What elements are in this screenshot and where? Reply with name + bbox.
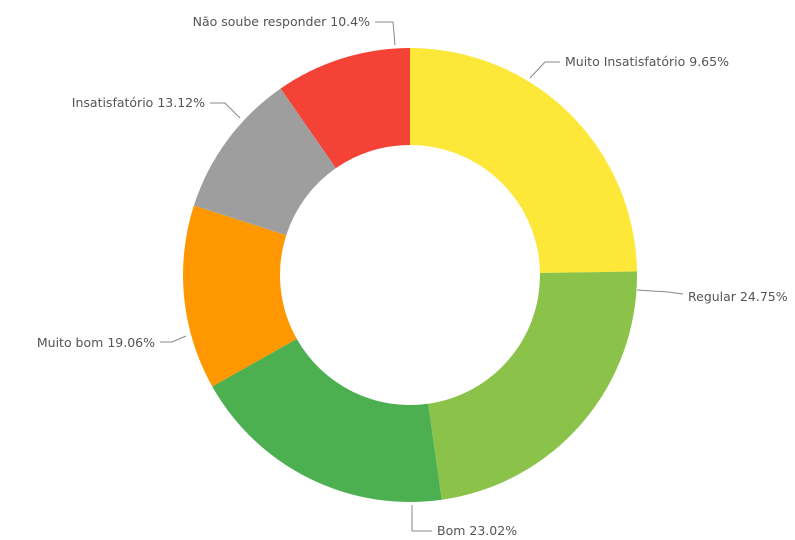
slice — [183, 205, 297, 387]
slice — [193, 88, 336, 236]
leader-line — [160, 335, 187, 343]
slice — [410, 48, 637, 273]
label-value: 13.12% — [157, 95, 205, 110]
label-category: Muito bom — [37, 335, 103, 350]
label-category: Muito Insatisfatório — [565, 54, 685, 69]
label-category: Não soube responder — [193, 14, 328, 29]
leader-line — [411, 505, 432, 532]
data-label: Insatisfatório 13.12% — [72, 95, 205, 110]
label-value: 10.4% — [330, 14, 370, 29]
slice — [280, 48, 410, 169]
slice — [428, 271, 637, 500]
data-label: Muito Insatisfatório 9.65% — [565, 54, 729, 69]
label-value: 9.65% — [689, 54, 729, 69]
label-category: Bom — [437, 523, 465, 538]
data-label: Bom 23.02% — [437, 523, 517, 538]
leader-line — [375, 21, 396, 46]
leader-line — [210, 102, 241, 119]
leader-line — [636, 289, 684, 295]
leader-line — [529, 61, 560, 79]
label-category: Regular — [688, 289, 737, 304]
label-value: 23.02% — [469, 523, 517, 538]
slice — [212, 338, 442, 502]
label-value: 24.75% — [740, 289, 788, 304]
data-label: Regular 24.75% — [688, 289, 788, 304]
data-label: Muito bom 19.06% — [37, 335, 155, 350]
label-value: 19.06% — [107, 335, 155, 350]
data-label: Não soube responder 10.4% — [193, 14, 370, 29]
label-category: Insatisfatório — [72, 95, 154, 110]
